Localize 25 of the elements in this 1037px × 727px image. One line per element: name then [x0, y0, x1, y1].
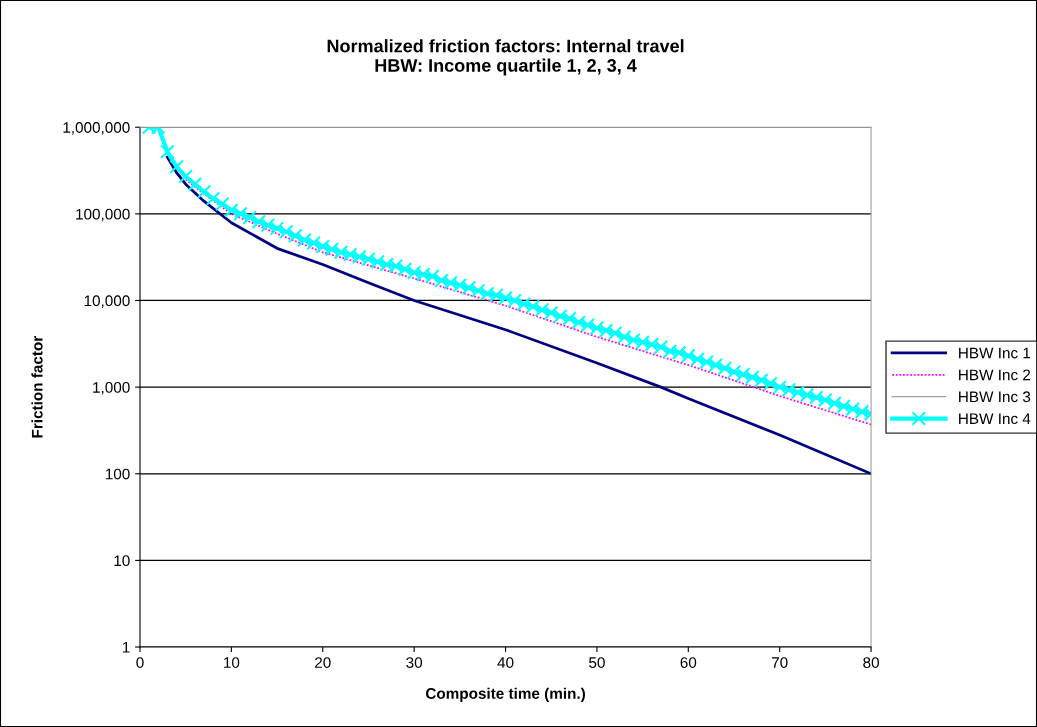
line-series: [184, 178, 872, 426]
x-axis-title: Composite time (min.): [425, 687, 585, 702]
legend-label: HBW Inc 1: [959, 347, 1031, 359]
x-tick-label: 40: [497, 657, 514, 668]
y-tick-label: 100: [105, 468, 130, 480]
x-tick-label: 60: [680, 657, 697, 668]
line-series: [166, 155, 872, 476]
legend-label: HBW Inc 3: [959, 391, 1031, 403]
x-tick-label: 10: [224, 657, 240, 668]
x-tick-label: 30: [406, 657, 423, 668]
chart-title: Normalized friction factors: Internal travel HBW: Income quartile 1, 2, 3, 4: [327, 39, 684, 76]
y-tick-label: 1,000: [93, 382, 130, 395]
legend-label: HBW Inc 4: [959, 413, 1031, 425]
x-tick-label: 20: [315, 657, 331, 668]
y-tick-label: 10: [114, 555, 130, 567]
legend-label: HBW Inc 2: [959, 369, 1031, 381]
x-tick-label: 70: [771, 657, 788, 668]
x-tick-label: 50: [589, 657, 605, 668]
y-tick-label: 10,000: [84, 295, 130, 308]
y-tick-label: 100,000: [76, 208, 130, 222]
y-tick-label: 1: [122, 642, 130, 653]
x-tick-label: 0: [136, 657, 144, 668]
y-tick-label: 1,000,000: [63, 122, 130, 135]
y-axis-title: Friction factor: [31, 336, 43, 438]
x-tick-label: 80: [863, 657, 879, 668]
